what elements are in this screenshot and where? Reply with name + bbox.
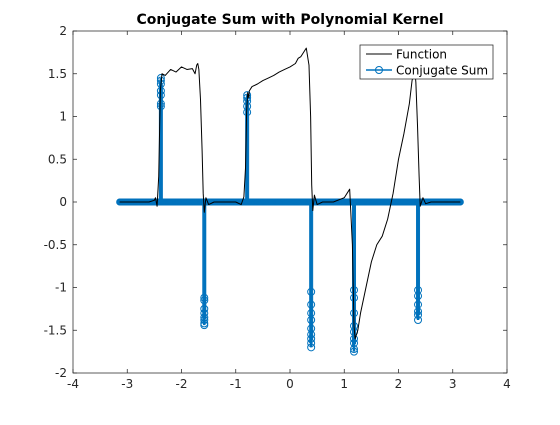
legend-marker-conjugate-sum xyxy=(375,66,383,74)
y-tick-label: 2 xyxy=(59,24,67,38)
stem-marker xyxy=(200,315,209,324)
axis-ticks: -4 -3 -2 -1 0 1 2 3 4 -2 -1.5 -1 -0.5 0 0.5 1 1.5 2 xyxy=(44,24,511,391)
stem-group xyxy=(307,202,316,352)
x-tick-label: 4 xyxy=(503,377,511,391)
x-tick-label: 1 xyxy=(340,377,348,391)
stem-marker xyxy=(350,334,359,343)
chart-legend: Function Conjugate Sum xyxy=(359,44,494,80)
stem-marker xyxy=(200,296,209,305)
function-line xyxy=(119,47,461,340)
stem-marker xyxy=(350,347,359,356)
stem-marker xyxy=(414,286,423,295)
y-tick-label: 1 xyxy=(59,110,67,124)
legend-label-function: Function xyxy=(396,48,447,62)
y-tick-label: 0 xyxy=(59,195,67,209)
stem-marker xyxy=(200,321,209,330)
stem-marker xyxy=(414,292,423,301)
stem-marker xyxy=(307,324,316,333)
stem-marker xyxy=(200,313,209,322)
x-tick-label: -2 xyxy=(176,377,188,391)
stem-group xyxy=(200,202,209,330)
x-tick-label: 0 xyxy=(286,377,294,391)
stem-marker xyxy=(200,293,209,302)
stem-marker xyxy=(156,99,165,108)
legend-label-conjugate-sum: Conjugate Sum xyxy=(396,64,488,78)
x-tick-label: -3 xyxy=(121,377,133,391)
stem-marker xyxy=(350,339,359,348)
y-tick-label: -2 xyxy=(55,366,67,380)
stem-marker xyxy=(414,310,423,319)
zero-marker-group xyxy=(116,198,464,206)
chart-marks xyxy=(116,47,464,356)
stem-marker xyxy=(350,286,359,295)
x-tick-label: -4 xyxy=(67,377,79,391)
chart-title: Conjugate Sum with Polynomial Kernel xyxy=(136,12,443,28)
y-tick-label: -1.5 xyxy=(44,323,67,337)
x-tick-label: 2 xyxy=(395,377,403,391)
stem-marker xyxy=(156,91,165,100)
stem-marker xyxy=(307,287,316,296)
y-tick-label: -1 xyxy=(55,281,67,295)
stem-marker xyxy=(307,343,316,352)
stem-marker xyxy=(307,330,316,339)
stem-group xyxy=(414,202,423,324)
stem-marker xyxy=(307,339,316,348)
x-tick-label: -1 xyxy=(230,377,242,391)
stem-marker xyxy=(414,307,423,316)
stem-marker xyxy=(350,345,359,354)
y-tick-label: -0.5 xyxy=(44,238,67,252)
legend-box xyxy=(359,44,494,80)
stem-marker xyxy=(307,315,316,324)
stem-marker xyxy=(414,315,423,324)
stem-marker xyxy=(156,102,165,111)
stem-marker xyxy=(200,304,209,313)
stem-marker xyxy=(307,334,316,343)
stem-marker xyxy=(307,300,316,309)
y-tick-label: 1.5 xyxy=(48,67,67,81)
x-tick-label: 3 xyxy=(449,377,457,391)
y-tick-label: 0.5 xyxy=(48,152,67,166)
